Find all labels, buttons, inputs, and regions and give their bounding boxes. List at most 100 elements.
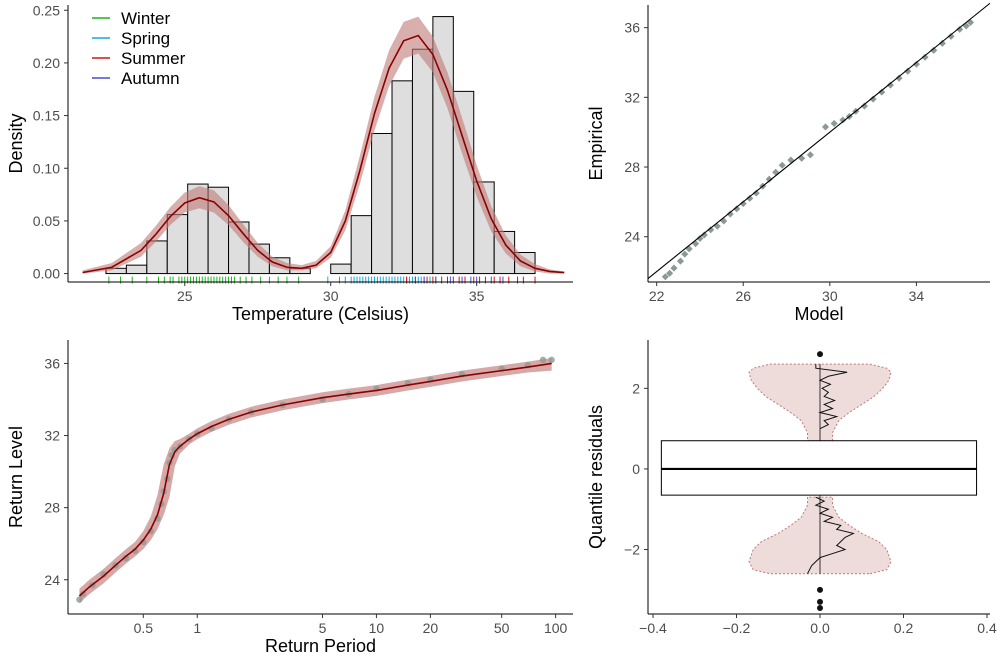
y-tick-label: 32 [44, 428, 60, 444]
qq-point [707, 226, 715, 234]
qq-point [676, 257, 685, 265]
x-tick-label: 50 [494, 620, 510, 636]
return-level-point [140, 538, 147, 546]
qq-point [720, 217, 728, 225]
qq-point [947, 32, 955, 40]
qq-point [772, 168, 780, 176]
histogram-bar [125, 264, 148, 275]
histogram-bar [350, 215, 373, 275]
qq-point [765, 175, 773, 183]
qq-point [666, 269, 674, 277]
y-tick-label: 0.00 [33, 266, 60, 282]
x-tick-label: 0.2 [894, 620, 914, 636]
qq-point [886, 81, 894, 89]
x-tick-label: 0.5 [134, 620, 154, 636]
qq-point [895, 74, 903, 82]
x-tick-label: 34 [909, 288, 925, 304]
y-tick-label: 32 [624, 89, 640, 105]
qq-point [839, 116, 847, 124]
qq-point [700, 231, 708, 239]
x-axis-label: Temperature (Celsius) [232, 304, 409, 324]
qq-point [938, 39, 946, 47]
y-axis-label: Empirical [586, 106, 606, 180]
y-tick-label: 0.10 [33, 160, 60, 176]
y-tick-label: 28 [44, 500, 60, 516]
qq-point [681, 250, 689, 258]
y-tick-label: 28 [624, 159, 640, 175]
return-level-point [131, 547, 139, 555]
x-tick-label: 25 [177, 288, 193, 304]
qq-point [830, 119, 838, 128]
qq-point [670, 264, 678, 272]
qq-point [798, 154, 806, 162]
qq-point [787, 156, 795, 164]
x-tick-label: 5 [319, 620, 327, 636]
y-tick-label: 0.25 [33, 2, 60, 18]
qq-point [921, 53, 929, 61]
y-tick-label: 0.05 [33, 213, 60, 229]
return-level-point [171, 446, 179, 454]
y-tick-label: 24 [624, 229, 640, 245]
qq-point [821, 123, 830, 131]
qq-point [746, 194, 754, 202]
y-tick-label: 0.20 [33, 55, 60, 71]
x-tick-label: −0.4 [639, 620, 667, 636]
qq-point [726, 210, 734, 218]
qq-point [685, 245, 693, 253]
return-level-curve [78, 362, 552, 597]
qq-point [930, 46, 938, 54]
x-tick-label: 0.0 [810, 620, 830, 636]
qq-point [739, 200, 747, 208]
histogram-bar [411, 48, 434, 275]
legend-label-spring: Spring [121, 29, 170, 48]
return-level-point [122, 554, 130, 562]
x-tick-label: 100 [544, 620, 568, 636]
x-tick-label: 20 [423, 620, 439, 636]
y-axis-label: Quantile residuals [586, 405, 606, 549]
x-tick-label: −0.2 [723, 620, 751, 636]
legend-label-summer: Summer [121, 49, 186, 68]
y-tick-label: −2 [624, 542, 640, 558]
return-level-point [79, 590, 87, 598]
qq-point [733, 205, 741, 213]
y-tick-label: 24 [44, 572, 60, 588]
return-level-confidence-band [79, 358, 552, 604]
histogram-bar [371, 132, 393, 275]
qq-point [713, 222, 721, 230]
qq-point [692, 240, 700, 248]
y-tick-label: 36 [44, 355, 60, 371]
return-level-panel: 0.5 1 5 10 20 50 100 24 28 32 36 Return Period Retur… [6, 340, 573, 656]
qq-point [696, 234, 704, 242]
qq-reference-line [647, 2, 991, 279]
return-level-point [100, 571, 107, 578]
density-curve [82, 34, 565, 274]
y-axis-label: Density [6, 113, 26, 173]
qq-point [806, 151, 814, 159]
outlier-point [817, 351, 823, 358]
outlier-point [817, 598, 823, 605]
return-level-point [548, 356, 555, 364]
histogram-bar [391, 80, 413, 275]
histogram-bar [330, 263, 352, 275]
residuals-panel: −0.4 −0.2 0.0 0.2 0.4 −2 0 2 Quantile residuals [586, 340, 997, 636]
y-tick-label: 0.15 [33, 108, 60, 124]
y-tick-label: 36 [624, 20, 640, 36]
qq-point [869, 95, 877, 103]
qq-point [912, 60, 920, 68]
qq-point [904, 67, 912, 75]
qq-point [752, 189, 760, 197]
y-tick-label: 2 [632, 380, 640, 396]
x-tick-label: 35 [469, 288, 485, 304]
qq-point [778, 161, 786, 169]
x-tick-label: 26 [735, 288, 751, 304]
x-tick-label: 0.4 [977, 620, 997, 636]
qq-plot-panel: 22 26 30 34 24 28 32 36 Model Empirical [586, 2, 991, 324]
x-tick-label: 10 [369, 620, 385, 636]
outlier-point [817, 604, 823, 611]
qq-point [661, 273, 669, 281]
return-level-point [539, 356, 547, 364]
y-tick-label: 0 [632, 461, 640, 477]
x-tick-label: 30 [323, 288, 339, 304]
return-level-point [76, 596, 83, 603]
residual-trace-bottom [807, 496, 855, 574]
